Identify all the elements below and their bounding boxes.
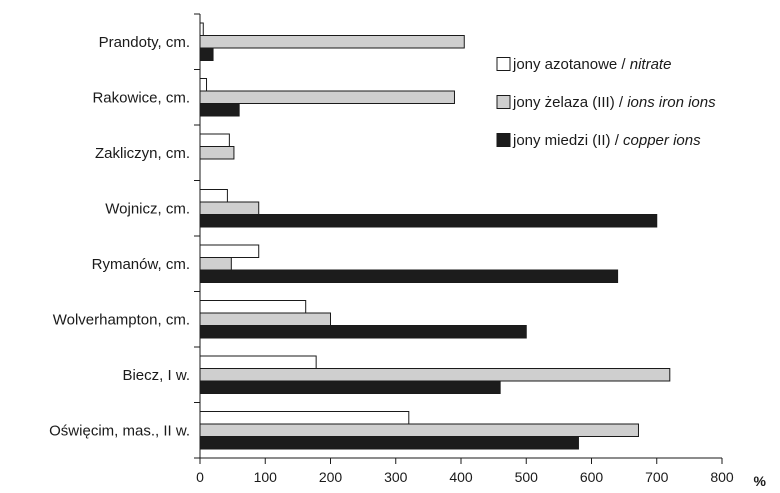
x-tick-label: 700	[645, 469, 669, 485]
legend-label: jony miedzi (II) / copper ions	[512, 132, 701, 149]
category-label: Wojnicz, cm.	[105, 200, 190, 217]
category-label: Zakliczyn, cm.	[95, 145, 190, 162]
bar	[199, 423, 639, 437]
bar	[199, 189, 228, 203]
bar	[199, 355, 317, 369]
legend-swatch	[496, 133, 511, 147]
category-label: Biecz, I w.	[122, 367, 190, 384]
bar	[199, 103, 240, 117]
x-tick-label: 500	[515, 469, 539, 485]
bar	[199, 35, 465, 49]
bar	[199, 300, 307, 314]
bar	[199, 325, 527, 339]
x-ticks-group: 0 100 200 300 400 500 600 700 800	[196, 458, 734, 485]
category-labels: Prandoty, cm. Rakowice, cm. Zakliczyn, cm.…	[49, 34, 190, 440]
legend-label: jony żelaza (III) / ions iron ions	[512, 94, 716, 111]
category-label: Prandoty, cm.	[99, 34, 190, 51]
legend-label: jony azotanowe / nitrate	[512, 56, 671, 73]
x-tick-label: 100	[254, 469, 278, 485]
x-tick-label: 600	[580, 469, 604, 485]
bar	[199, 269, 619, 283]
x-unit-label: %	[754, 473, 767, 489]
x-tick-label: 800	[710, 469, 734, 485]
bar	[199, 78, 208, 92]
bar	[199, 257, 232, 271]
bar	[199, 47, 214, 61]
legend-swatch	[496, 95, 511, 109]
category-label: Rymanów, cm.	[92, 256, 190, 273]
y-ticks-group	[194, 13, 200, 459]
category-label: Rakowice, cm.	[92, 89, 190, 106]
category-label: Wolverhampton, cm.	[53, 311, 190, 328]
bar	[199, 312, 331, 326]
bar	[199, 90, 455, 104]
x-tick-label: 200	[319, 469, 343, 485]
bar	[199, 201, 260, 215]
bar	[199, 133, 230, 147]
bar	[199, 214, 658, 228]
bar	[199, 146, 235, 160]
legend-swatch	[496, 57, 511, 71]
bar	[199, 380, 501, 394]
x-tick-label: 0	[196, 469, 204, 485]
x-tick-label: 400	[449, 469, 473, 485]
category-label: Oświęcim, mas., II w.	[49, 422, 190, 439]
bar	[199, 368, 671, 382]
bar	[199, 411, 410, 425]
legend: jony azotanowe / nitrate jony żelaza (III…	[496, 56, 716, 149]
bar	[199, 244, 260, 258]
bar	[199, 436, 579, 450]
bars-group	[199, 22, 671, 450]
x-tick-label: 300	[384, 469, 408, 485]
